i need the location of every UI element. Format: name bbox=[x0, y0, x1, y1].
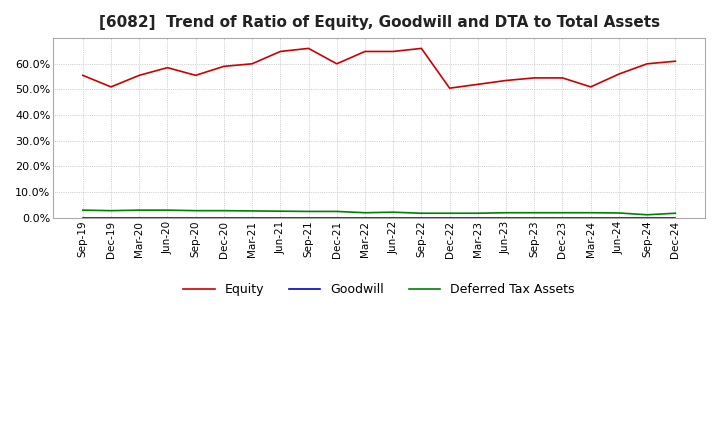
Deferred Tax Assets bbox=[107, 208, 115, 213]
Deferred Tax Assets bbox=[445, 211, 454, 216]
Goodwill bbox=[333, 215, 341, 220]
Equity bbox=[615, 71, 624, 77]
Goodwill bbox=[615, 215, 624, 220]
Equity bbox=[163, 65, 172, 70]
Legend: Equity, Goodwill, Deferred Tax Assets: Equity, Goodwill, Deferred Tax Assets bbox=[179, 279, 580, 301]
Equity bbox=[558, 75, 567, 81]
Deferred Tax Assets bbox=[643, 212, 652, 217]
Goodwill bbox=[558, 215, 567, 220]
Goodwill bbox=[502, 215, 510, 220]
Equity bbox=[445, 85, 454, 91]
Equity bbox=[78, 73, 87, 78]
Line: Deferred Tax Assets: Deferred Tax Assets bbox=[83, 210, 675, 215]
Deferred Tax Assets bbox=[305, 209, 313, 214]
Goodwill bbox=[107, 215, 115, 220]
Goodwill bbox=[643, 215, 652, 220]
Goodwill bbox=[530, 215, 539, 220]
Deferred Tax Assets bbox=[502, 210, 510, 215]
Deferred Tax Assets bbox=[135, 208, 143, 213]
Line: Equity: Equity bbox=[83, 48, 675, 88]
Deferred Tax Assets bbox=[586, 210, 595, 215]
Deferred Tax Assets bbox=[474, 211, 482, 216]
Equity bbox=[220, 64, 228, 69]
Equity bbox=[333, 61, 341, 66]
Goodwill bbox=[586, 215, 595, 220]
Deferred Tax Assets bbox=[333, 209, 341, 214]
Equity bbox=[671, 59, 680, 64]
Title: [6082]  Trend of Ratio of Equity, Goodwill and DTA to Total Assets: [6082] Trend of Ratio of Equity, Goodwil… bbox=[99, 15, 660, 30]
Deferred Tax Assets bbox=[417, 211, 426, 216]
Goodwill bbox=[361, 215, 369, 220]
Goodwill bbox=[248, 215, 256, 220]
Deferred Tax Assets bbox=[389, 209, 397, 215]
Equity bbox=[107, 84, 115, 89]
Deferred Tax Assets bbox=[276, 209, 284, 214]
Equity bbox=[389, 49, 397, 54]
Goodwill bbox=[276, 215, 284, 220]
Goodwill bbox=[417, 215, 426, 220]
Goodwill bbox=[220, 215, 228, 220]
Equity bbox=[248, 61, 256, 66]
Equity bbox=[474, 82, 482, 87]
Equity bbox=[135, 73, 143, 78]
Deferred Tax Assets bbox=[615, 210, 624, 216]
Equity bbox=[502, 78, 510, 83]
Deferred Tax Assets bbox=[530, 210, 539, 215]
Equity bbox=[586, 84, 595, 89]
Goodwill bbox=[135, 215, 143, 220]
Goodwill bbox=[671, 215, 680, 220]
Equity bbox=[530, 75, 539, 81]
Equity bbox=[361, 49, 369, 54]
Equity bbox=[643, 61, 652, 66]
Goodwill bbox=[78, 215, 87, 220]
Deferred Tax Assets bbox=[220, 208, 228, 213]
Deferred Tax Assets bbox=[558, 210, 567, 215]
Goodwill bbox=[305, 215, 313, 220]
Goodwill bbox=[445, 215, 454, 220]
Equity bbox=[305, 46, 313, 51]
Deferred Tax Assets bbox=[671, 211, 680, 216]
Goodwill bbox=[474, 215, 482, 220]
Goodwill bbox=[192, 215, 200, 220]
Deferred Tax Assets bbox=[78, 208, 87, 213]
Deferred Tax Assets bbox=[248, 208, 256, 213]
Deferred Tax Assets bbox=[192, 208, 200, 213]
Deferred Tax Assets bbox=[163, 208, 172, 213]
Equity bbox=[417, 46, 426, 51]
Equity bbox=[276, 49, 284, 54]
Deferred Tax Assets bbox=[361, 210, 369, 215]
Goodwill bbox=[389, 215, 397, 220]
Equity bbox=[192, 73, 200, 78]
Goodwill bbox=[163, 215, 172, 220]
